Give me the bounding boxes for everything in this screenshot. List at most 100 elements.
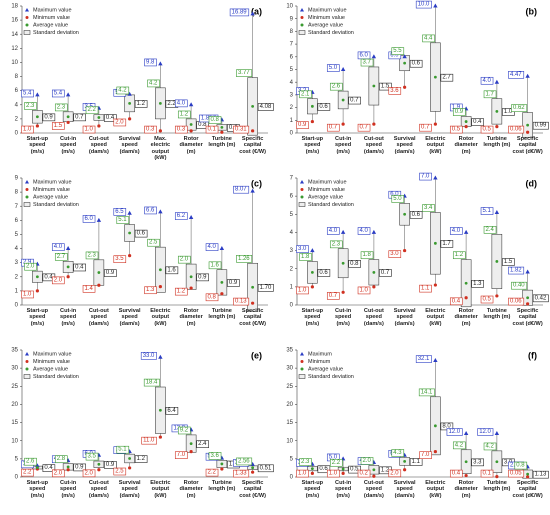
- label-box: [471, 118, 484, 126]
- value-label-group: 0.9: [452, 108, 466, 116]
- legend-label: Minimum value: [308, 15, 345, 21]
- label-box: [480, 76, 494, 85]
- value-label-group: 6.0: [357, 51, 371, 60]
- value-label-group: 0.6: [409, 211, 423, 219]
- max-marker: [340, 229, 346, 234]
- y-tick-label: 25: [11, 384, 18, 390]
- label-box: [511, 104, 528, 112]
- x-tick-label: Specific capital cost (d€/W): [512, 136, 543, 155]
- value-label: 0.8: [198, 122, 207, 128]
- max-marker: [433, 175, 438, 180]
- min-marker: [35, 124, 39, 128]
- x-tick-label: Cut-in speed (m/s): [60, 480, 77, 499]
- value-label: 0.6: [319, 270, 328, 276]
- value-label-group: 1.8: [299, 253, 312, 261]
- legend-icon: [298, 374, 306, 379]
- value-label: 5.0: [393, 196, 402, 202]
- min-marker: [189, 286, 193, 290]
- max-marker: [340, 67, 346, 71]
- y-tick-label: 9: [15, 176, 19, 182]
- value-label-group: 1.26: [236, 255, 253, 263]
- label-box: [409, 59, 423, 68]
- y-tick-label: 0: [290, 303, 294, 309]
- value-label: 6.0: [85, 216, 94, 222]
- value-label-group: 3.5: [85, 452, 99, 461]
- max-marker: [158, 61, 163, 66]
- value-label-group: 2.3: [85, 251, 99, 260]
- value-label: 8.0: [442, 423, 451, 429]
- value-label: 0.13: [235, 299, 247, 305]
- y-tick-label: 10: [11, 438, 18, 444]
- legend-icon: [25, 188, 29, 191]
- value-label: 16.89: [232, 9, 248, 15]
- x-tick-label: Cut-in speed (m/s): [60, 136, 77, 155]
- value-label: 0.9: [298, 122, 307, 128]
- min-marker: [251, 470, 255, 474]
- label-box: [51, 469, 65, 478]
- value-label: 0.05: [510, 471, 522, 477]
- min-marker: [403, 248, 407, 253]
- legend-icon: [25, 195, 29, 199]
- y-tick-label: 18: [11, 4, 18, 10]
- value-label: 6.6: [146, 207, 155, 213]
- max-marker: [371, 54, 377, 59]
- y-tick-label: 20: [286, 402, 293, 408]
- value-label: 2.7: [57, 254, 66, 260]
- value-label: 0.7: [421, 125, 430, 131]
- label-box: [296, 121, 309, 129]
- value-label-group: 4.0: [449, 227, 463, 235]
- value-label-group: 1.33: [233, 469, 250, 478]
- value-label: 0.51: [260, 465, 272, 471]
- label-box: [24, 457, 37, 466]
- y-tick-label: 30: [11, 366, 18, 372]
- avg-marker: [341, 467, 345, 471]
- min-marker: [189, 129, 193, 133]
- avg-marker: [220, 462, 224, 466]
- panel-title: (b): [526, 6, 538, 16]
- value-label: 3.0: [298, 246, 307, 252]
- avg-marker: [220, 281, 224, 284]
- value-label: 1.2: [137, 101, 146, 107]
- avg-marker: [464, 281, 468, 285]
- label-box: [177, 110, 191, 119]
- y-tick-label: 6: [290, 194, 294, 200]
- min-marker: [189, 450, 193, 454]
- value-label: 2.0: [180, 257, 189, 263]
- value-label-group: 0.6: [134, 229, 148, 238]
- label-box: [348, 465, 361, 474]
- value-label-group: 3.0: [388, 250, 402, 258]
- max-marker: [494, 79, 500, 84]
- label-box: [236, 255, 253, 263]
- value-label-group: 5.1: [480, 207, 494, 215]
- y-tick-label: 15: [11, 420, 18, 426]
- value-label: 4.2: [149, 80, 158, 86]
- value-label-group: 0.3: [174, 125, 188, 134]
- value-label-group: 2.56: [236, 457, 253, 466]
- panel-title: (f): [528, 350, 537, 360]
- label-box: [419, 123, 432, 132]
- min-marker: [495, 125, 499, 129]
- min-marker: [251, 129, 255, 133]
- label-box: [299, 90, 312, 99]
- min-marker: [66, 468, 70, 472]
- value-label: 0.7: [329, 125, 338, 131]
- max-marker: [35, 92, 40, 97]
- value-label-group: 0.7: [348, 96, 361, 105]
- value-label-group: 0.3: [144, 125, 157, 134]
- min-marker: [341, 290, 345, 294]
- value-label: 2.2: [332, 460, 341, 466]
- value-label-group: 1.8: [360, 251, 374, 260]
- min-marker: [66, 275, 70, 279]
- value-label: 0.4: [452, 471, 461, 477]
- label-box: [51, 122, 65, 130]
- label-box: [73, 463, 86, 472]
- value-label: 1.5: [54, 123, 63, 129]
- min-marker: [403, 468, 407, 472]
- chart-panel: 0 2 4 6 8 10 12 14 16 18 (a) 5.4 1.0 2.3 0.9 5.4 1.5 2.3 0…: [0, 0, 275, 171]
- min-marker: [310, 285, 314, 289]
- legend-label: Minimum value: [33, 187, 70, 193]
- value-label: 0.4: [106, 115, 115, 121]
- value-label-group: 2.0: [113, 118, 127, 127]
- value-label: 1.1: [421, 286, 430, 292]
- value-label-group: 0.05: [508, 469, 525, 478]
